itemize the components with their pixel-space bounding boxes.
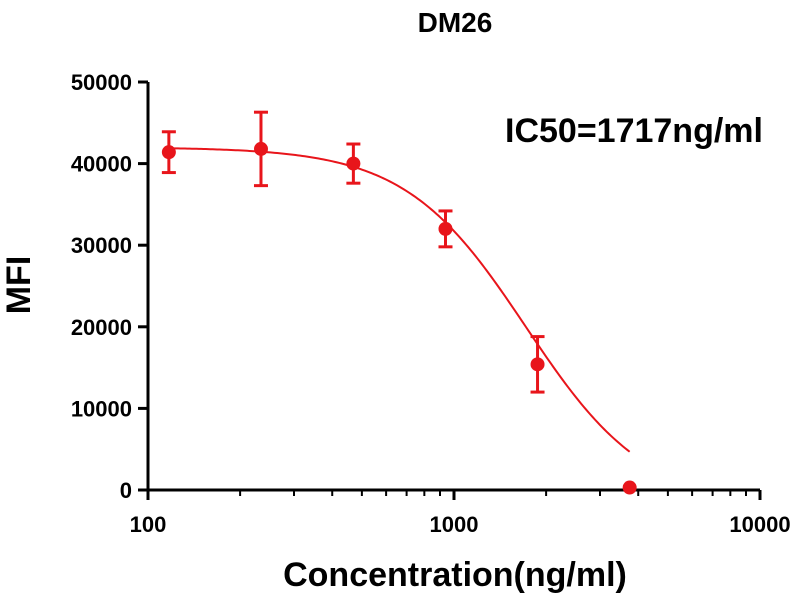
data-point: [161, 145, 176, 160]
x-tick-label: 1000: [430, 512, 479, 537]
data-point: [346, 156, 361, 171]
y-tick-label: 30000: [71, 233, 132, 258]
fit-curve: [168, 147, 631, 453]
data-point: [253, 141, 268, 156]
y-tick-label: 20000: [71, 315, 132, 340]
ic50-annotation: IC50=1717ng/ml: [505, 112, 763, 150]
x-ticks: 100 1000 10000: [130, 490, 791, 537]
y-ticks: 0 10000 20000 30000 40000 50000: [71, 70, 148, 503]
y-tick-label: 10000: [71, 396, 132, 421]
x-tick-label: 100: [130, 512, 167, 537]
y-tick-label: 50000: [71, 70, 132, 95]
x-axis-label: Concentration(ng/ml): [283, 556, 627, 594]
data-point: [438, 221, 453, 236]
chart-title: DM26: [418, 7, 493, 38]
x-tick-label: 10000: [729, 512, 790, 537]
data-point: [622, 480, 637, 495]
y-tick-label: 40000: [71, 152, 132, 177]
y-axis-label: MFI: [0, 256, 38, 315]
data-points: [161, 110, 637, 495]
data-point: [530, 357, 545, 372]
y-tick-label: 0: [120, 478, 132, 503]
